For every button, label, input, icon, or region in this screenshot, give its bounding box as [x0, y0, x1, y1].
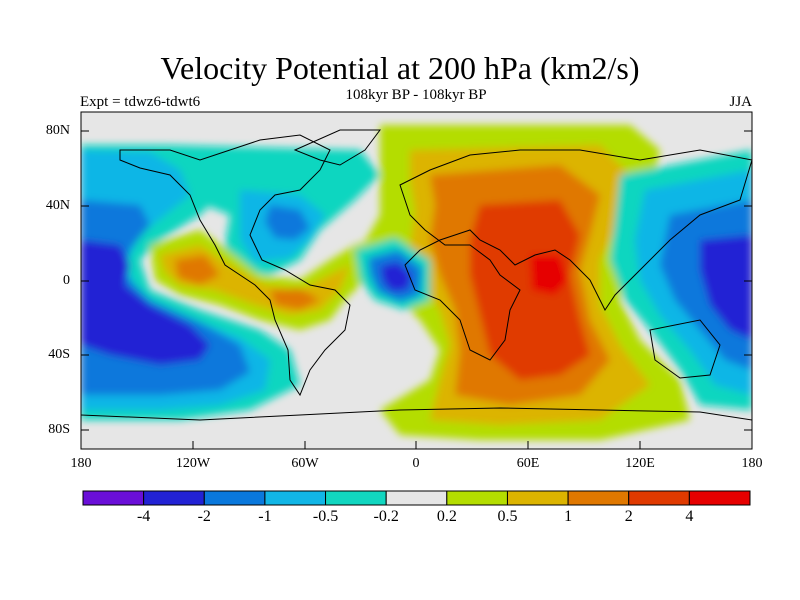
axis-ticks: [80, 130, 753, 449]
colorbar-swatch: [567, 490, 630, 506]
lon-tick-label: 60W: [291, 456, 319, 471]
colorbar-label: -0.2: [373, 508, 399, 525]
lat-tick-label: 0: [63, 273, 70, 288]
coastlines: [81, 129, 752, 421]
colorbar-label: -4: [136, 508, 151, 525]
lat-tick-label: 40N: [45, 198, 70, 213]
experiment-label: Expt = tdwz6-tdwt6: [80, 94, 201, 110]
lon-tick-label: 60E: [516, 456, 540, 471]
colorbar-label: 2: [624, 508, 633, 525]
colorbar-swatch: [264, 490, 327, 506]
colorbar-label: 4: [685, 508, 694, 525]
colorbar: [82, 490, 751, 506]
colorbar-swatch: [82, 490, 145, 506]
season-label: JJA: [729, 94, 752, 110]
lon-tick-label: 180: [741, 456, 763, 471]
lon-tick-label: 180: [70, 456, 92, 471]
lat-tick-label: 80S: [48, 422, 70, 437]
colorbar-label: -0.5: [312, 508, 339, 525]
colorbar-swatch: [628, 490, 690, 506]
colorbar-swatch: [203, 490, 266, 506]
colorbar-label: 1: [564, 508, 573, 525]
chart-title: Velocity Potential at 200 hPa (km2/s): [160, 50, 640, 86]
lat-tick-label: 80N: [45, 123, 70, 138]
colorbar-swatch: [688, 490, 751, 506]
colorbar-label: 0.5: [497, 508, 518, 525]
colorbar-swatch: [143, 490, 205, 506]
colorbar-swatch: [446, 490, 508, 506]
lat-tick-label: 40S: [48, 347, 70, 362]
colorbar-swatch: [325, 490, 387, 506]
colorbar-label: -2: [197, 508, 211, 525]
lon-tick-label: 0: [412, 456, 420, 471]
colorbar-swatch: [506, 490, 569, 506]
lon-tick-label: 120E: [625, 456, 655, 471]
chart-subtitle: 108kyr BP - 108kyr BP: [345, 87, 487, 103]
lon-tick-label: 120W: [175, 456, 211, 471]
colorbar-label: 0.2: [436, 508, 457, 525]
colorbar-swatch: [385, 490, 448, 506]
colorbar-label: -1: [258, 508, 272, 525]
contour-field: [81, 112, 752, 449]
